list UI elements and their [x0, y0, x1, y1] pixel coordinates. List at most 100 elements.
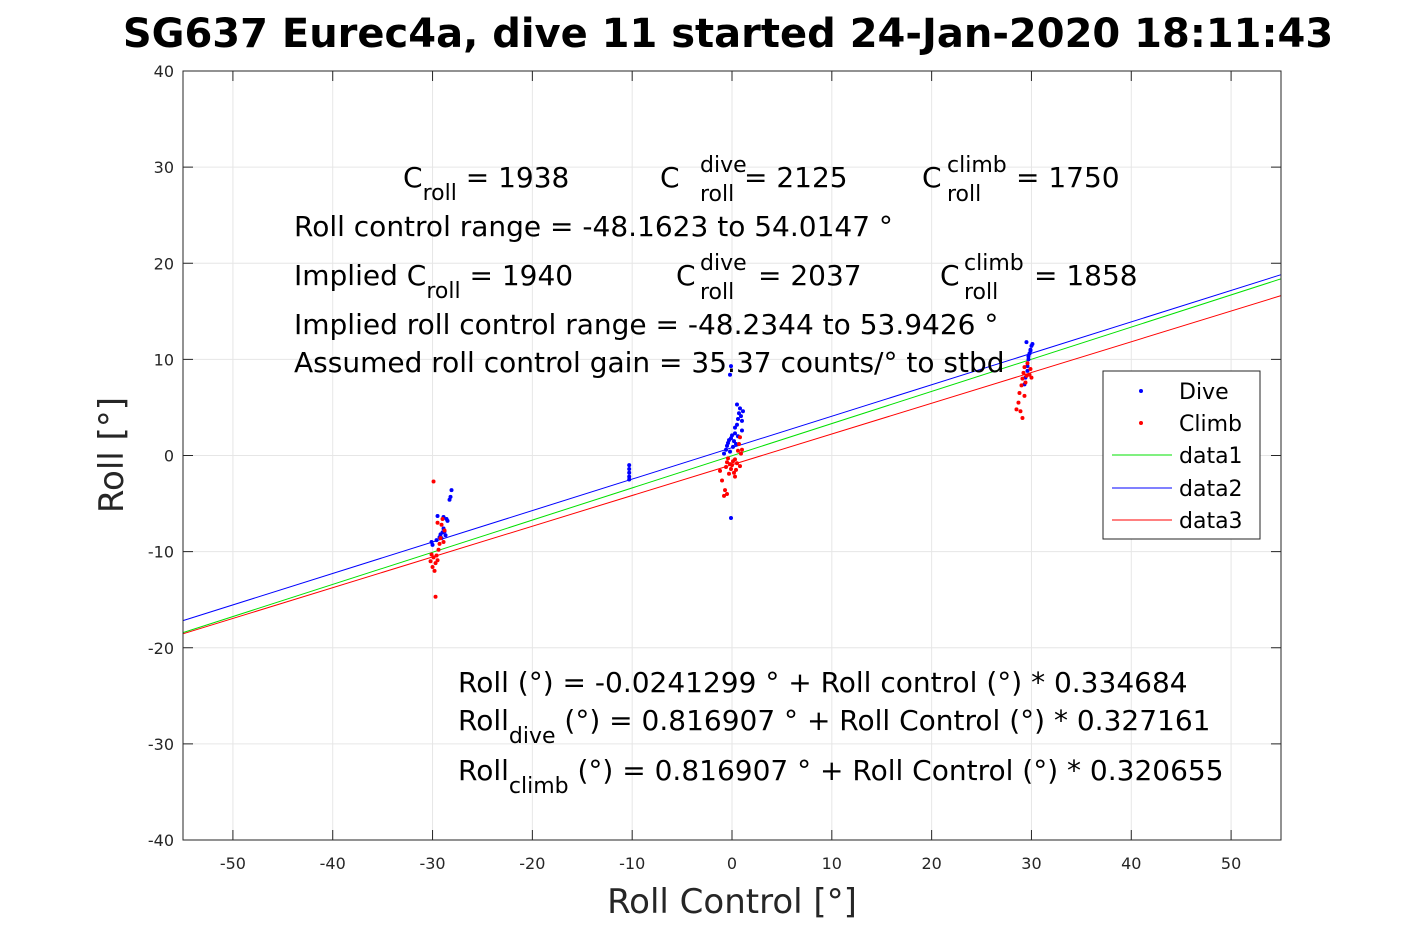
dive-point — [738, 414, 743, 419]
chart-title: SG637 Eurec4a, dive 11 started 24-Jan-20… — [123, 11, 1333, 57]
climb-point — [433, 561, 438, 566]
climb-point — [735, 448, 740, 453]
annotation-implied-dive-sub: roll — [700, 280, 734, 305]
climb-point — [733, 467, 738, 472]
legend-marker-climb — [1139, 421, 1143, 425]
y-axis-label: Roll [°] — [92, 397, 132, 513]
climb-point — [433, 594, 438, 599]
climb-point — [440, 516, 445, 521]
climb-point — [442, 528, 447, 533]
dive-point — [732, 425, 737, 430]
climb-point — [431, 555, 436, 560]
climb-point — [437, 541, 442, 546]
climb-point — [1016, 400, 1021, 405]
annotation-implied-climb-sub: roll — [964, 280, 998, 305]
annotation-implied-dive: C — [676, 259, 696, 292]
climb-point — [1027, 372, 1032, 377]
climb-point — [732, 474, 737, 479]
climb-point — [1019, 383, 1024, 388]
annotation-implied-c-roll: Implied Croll = 1940 — [294, 259, 573, 304]
climb-point — [434, 553, 439, 558]
dive-point — [1026, 354, 1031, 359]
y-tick-label: 40 — [154, 62, 174, 81]
y-tick-label: -30 — [148, 735, 174, 754]
ticks: -50 -40 -30 -20 -10 0 10 20 30 40 50 -40 -30 -20 -10 0 1… — [148, 62, 1281, 873]
climb-point — [730, 463, 734, 468]
climb-point — [738, 451, 743, 456]
annotation-implied-dive-sup: dive — [700, 251, 747, 276]
climb-point — [737, 435, 742, 440]
annotation-fit-all: Roll (°) = -0.0241299 ° + Roll control (… — [458, 666, 1188, 699]
dive-point — [627, 463, 632, 468]
climb-point — [725, 460, 730, 465]
climb-point — [1017, 391, 1022, 396]
legend-label-data2: data2 — [1179, 477, 1243, 502]
x-tick-label: 10 — [822, 854, 842, 873]
dive-point — [733, 441, 738, 446]
dive-point — [729, 515, 734, 520]
climb-point — [1020, 376, 1025, 381]
y-tick-label: 0 — [164, 447, 174, 466]
x-tick-label: -20 — [519, 854, 545, 873]
legend-label-climb: Climb — [1179, 412, 1242, 437]
dive-point — [1030, 341, 1035, 346]
climb-point — [432, 568, 437, 573]
climb-point — [428, 559, 433, 564]
x-tick-label: 0 — [727, 854, 737, 873]
annotation-roll-control-range: Roll control range = -48.1623 to 54.0147… — [294, 210, 893, 243]
annotation-c-roll-climb: C — [922, 161, 942, 194]
annotation-fit-dive: Rolldive (°) = 0.816907 ° + Roll Control… — [458, 704, 1210, 749]
x-tick-label: -10 — [619, 854, 645, 873]
annotation-fit-climb: Rollclimb (°) = 0.816907 ° + Roll Contro… — [458, 754, 1224, 799]
climb-point — [435, 520, 440, 525]
x-tick-label: -40 — [320, 854, 346, 873]
climb-point — [731, 470, 736, 475]
dive-point — [734, 422, 739, 427]
climb-point — [438, 536, 443, 541]
climb-point — [720, 478, 725, 483]
dive-point — [627, 466, 632, 471]
y-tick-label: 20 — [154, 254, 174, 273]
climb-point — [1022, 365, 1027, 370]
climb-point — [435, 558, 440, 563]
climb-point — [722, 493, 727, 498]
climb-point — [723, 488, 728, 493]
dive-point — [739, 428, 744, 433]
dive-point — [728, 372, 733, 377]
annotation-c-roll-dive-sup: dive — [700, 153, 747, 178]
dive-point — [736, 411, 741, 416]
dive-point — [627, 477, 632, 482]
climb-point — [1021, 370, 1026, 375]
climb-point — [1028, 366, 1033, 371]
dive-point — [730, 444, 735, 449]
x-tick-label: 50 — [1221, 854, 1241, 873]
dive-point — [449, 488, 454, 493]
dive-point — [739, 418, 744, 423]
climb-point — [729, 466, 734, 471]
dive-point — [445, 518, 450, 523]
dive-point — [1028, 348, 1033, 353]
x-tick-label: -50 — [220, 854, 246, 873]
dive-point — [1025, 368, 1030, 373]
fit-line-data1 — [182, 278, 1282, 634]
x-tick-label: -30 — [419, 854, 445, 873]
climb-point — [725, 491, 730, 496]
climb-point — [1025, 361, 1030, 366]
dive-point — [434, 538, 439, 543]
legend-label-data3: data3 — [1179, 509, 1243, 534]
annotation-implied-climb-value: = 1858 — [1034, 259, 1138, 292]
climb-point — [732, 457, 737, 462]
annotation-c-roll: Croll = 1938 — [403, 161, 569, 206]
dive-point — [731, 439, 736, 444]
x-tick-label: 20 — [921, 854, 941, 873]
climb-point — [1029, 375, 1034, 380]
dive-point — [430, 542, 435, 547]
dive-point — [1024, 340, 1029, 345]
climb-point — [736, 441, 741, 446]
climb-point — [429, 552, 434, 557]
annotation-implied-range: Implied roll control range = -48.2344 to… — [294, 308, 998, 341]
dive-point — [1026, 357, 1031, 362]
annotation-c-roll-climb-sup: climb — [947, 153, 1007, 178]
climb-point — [734, 461, 739, 466]
series-dive — [429, 340, 1035, 547]
